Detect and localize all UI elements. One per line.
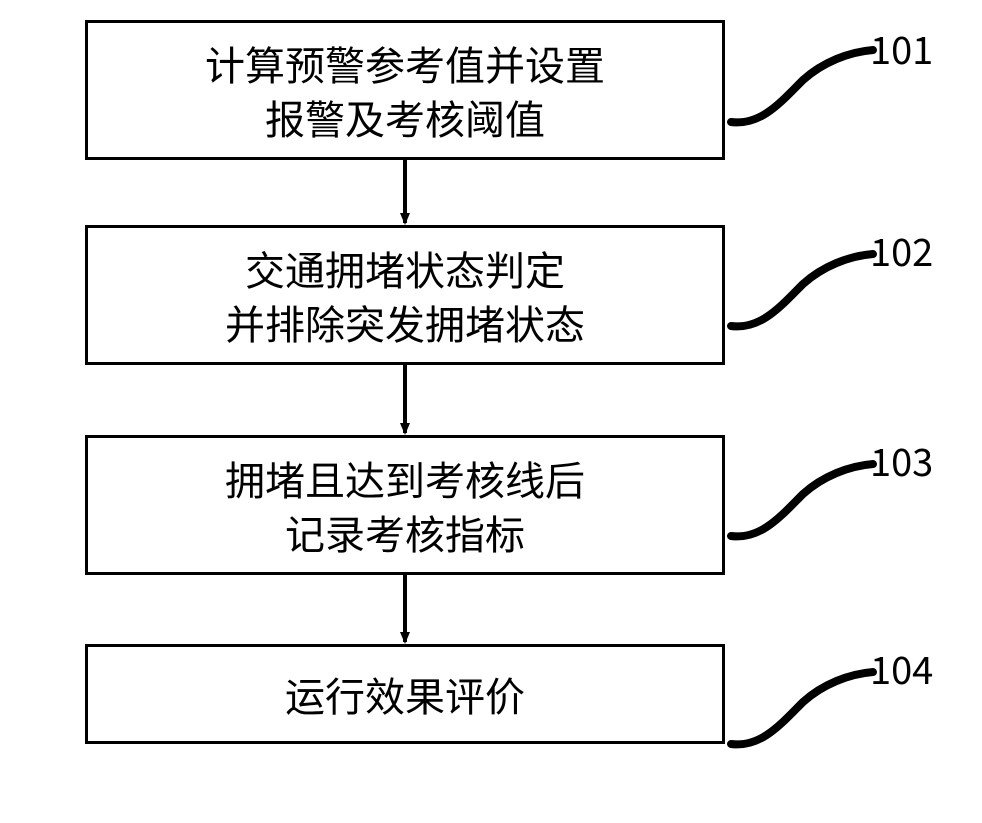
flow-node-4: 运行效果评价 xyxy=(85,644,725,744)
flow-node-4-line-1: 运行效果评价 xyxy=(285,667,525,721)
step-label-1: 101 xyxy=(870,20,933,75)
flow-node-1-line-1: 计算预警参考值并设置 xyxy=(205,36,605,90)
flow-node-3-line-1: 拥堵且达到考核线后 xyxy=(225,451,585,505)
flow-node-3-line-2: 记录考核指标 xyxy=(285,505,525,559)
step-label-3: 103 xyxy=(870,432,933,487)
flow-node-2: 交通拥堵状态判定 并排除突发拥堵状态 xyxy=(85,225,725,365)
flow-node-2-line-2: 并排除突发拥堵状态 xyxy=(225,295,585,349)
flow-node-3: 拥堵且达到考核线后 记录考核指标 xyxy=(85,435,725,575)
flow-node-1: 计算预警参考值并设置 报警及考核阈值 xyxy=(85,20,725,160)
step-label-4: 104 xyxy=(870,640,933,695)
flowchart-canvas: 计算预警参考值并设置 报警及考核阈值 101 交通拥堵状态判定 并排除突发拥堵状… xyxy=(0,0,982,823)
flow-node-1-line-2: 报警及考核阈值 xyxy=(265,90,545,144)
step-label-2: 102 xyxy=(870,222,933,277)
flow-node-2-line-1: 交通拥堵状态判定 xyxy=(245,241,565,295)
